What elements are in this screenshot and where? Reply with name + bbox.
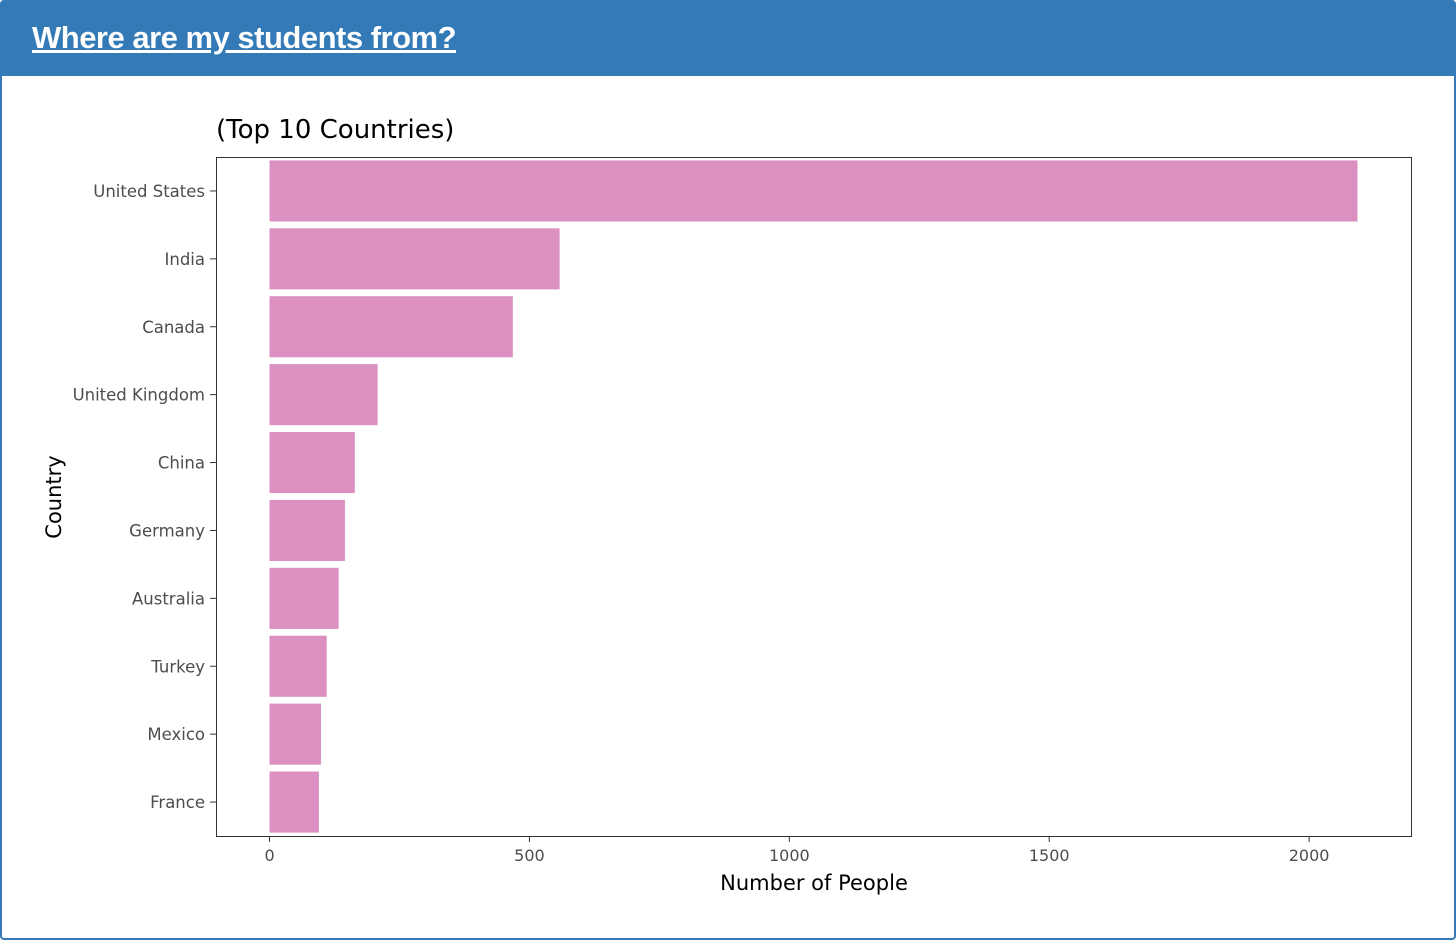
- y-tick-label: United States: [93, 182, 205, 201]
- y-tick-label: Australia: [132, 589, 205, 608]
- bar-india: [269, 228, 560, 290]
- bar-germany: [269, 499, 345, 562]
- bar-turkey: [269, 635, 327, 697]
- y-axis: United States India Canada United Kingdom Ch…: [73, 182, 216, 812]
- x-tick-label: 0: [264, 846, 274, 865]
- y-tick-label: United Kingdom: [73, 386, 205, 405]
- x-tick-label: 1000: [769, 846, 810, 865]
- y-tick-label: Mexico: [147, 725, 205, 744]
- x-tick-label: 1500: [1029, 846, 1070, 865]
- bar-australia: [269, 567, 339, 629]
- y-tick-label: France: [150, 793, 205, 812]
- panel-title-link[interactable]: Where are my students from?: [32, 20, 457, 55]
- panel-heading: Where are my students from?: [2, 2, 1454, 76]
- bar-united-kingdom: [269, 364, 378, 426]
- y-tick-label: Germany: [129, 521, 205, 540]
- x-tick-label: 2000: [1289, 846, 1330, 865]
- y-tick-label: India: [165, 250, 206, 269]
- y-tick-label: Turkey: [150, 657, 205, 676]
- bar-united-states: [269, 160, 1358, 222]
- plot-panel-border: [216, 157, 1412, 837]
- y-tick-label: Canada: [142, 318, 205, 337]
- x-axis: 0 500 1000 1500 2000: [264, 836, 1329, 865]
- x-axis-title: Number of People: [720, 871, 908, 895]
- chart-title: (Top 10 Countries): [216, 115, 454, 145]
- bar-china: [269, 431, 355, 494]
- bar-mexico: [269, 703, 321, 765]
- y-tick-label: China: [158, 454, 205, 473]
- x-tick-label: 500: [514, 846, 545, 865]
- bar-france: [269, 771, 319, 833]
- bar-canada: [269, 296, 513, 358]
- y-axis-title: Country: [42, 455, 66, 538]
- bars-layer: [269, 160, 1358, 833]
